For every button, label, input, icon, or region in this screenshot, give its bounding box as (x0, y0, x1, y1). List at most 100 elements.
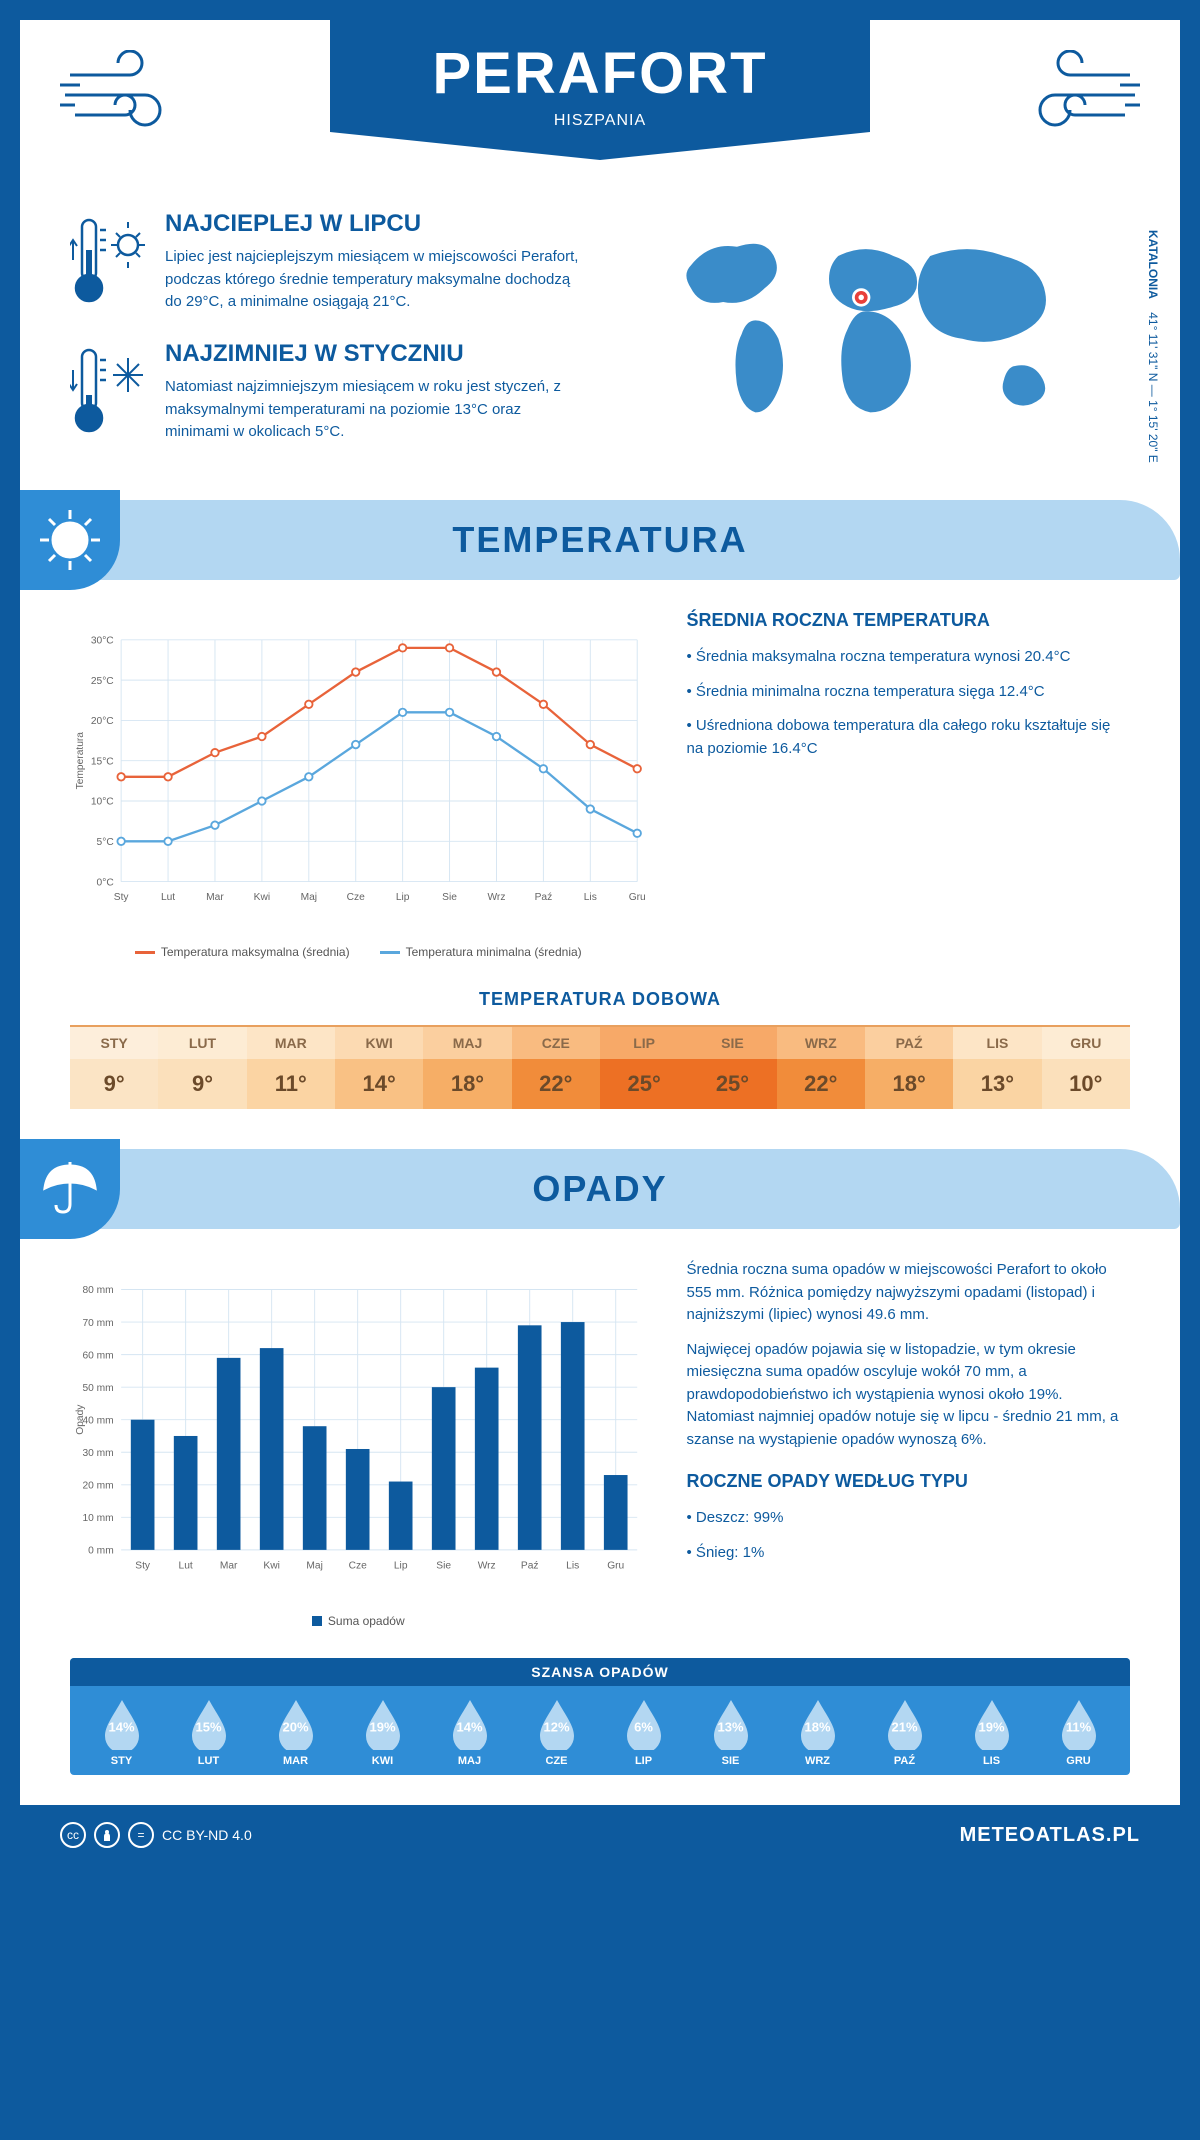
legend-bar-label: Suma opadów (328, 1614, 405, 1628)
chance-value: 20% (282, 1719, 308, 1734)
daily-temp-cell: GRU10° (1042, 1027, 1130, 1109)
daily-temp-title: TEMPERATURA DOBOWA (70, 989, 1130, 1010)
daily-month-label: STY (70, 1027, 158, 1059)
svg-text:20 mm: 20 mm (82, 1481, 113, 1492)
coldest-block: NAJZIMNIEJ W STYCZNIU Natomiast najzimni… (70, 340, 580, 445)
svg-text:Kwi: Kwi (263, 1560, 279, 1571)
svg-text:0 mm: 0 mm (88, 1546, 114, 1557)
precip-type-item: • Deszcz: 99% (687, 1507, 1130, 1530)
raindrop-icon: 14% (101, 1698, 143, 1750)
svg-text:Lip: Lip (396, 892, 410, 903)
raindrop-icon: 11% (1058, 1698, 1100, 1750)
daily-temp-cell: KWI14° (335, 1027, 423, 1109)
svg-text:10°C: 10°C (91, 797, 114, 808)
legend-max-label: Temperatura maksymalna (średnia) (161, 945, 350, 959)
chance-cell: 14%MAJ (426, 1698, 513, 1767)
svg-text:Kwi: Kwi (254, 892, 270, 903)
daily-month-label: SIE (688, 1027, 776, 1059)
raindrop-icon: 19% (971, 1698, 1013, 1750)
chance-month: STY (78, 1755, 165, 1767)
chance-month: SIE (687, 1755, 774, 1767)
raindrop-icon: 14% (449, 1698, 491, 1750)
temp-summary-item: • Średnia maksymalna roczna temperatura … (687, 646, 1130, 669)
raindrop-icon: 18% (797, 1698, 839, 1750)
svg-text:10 mm: 10 mm (82, 1513, 113, 1524)
legend-min-label: Temperatura minimalna (średnia) (406, 945, 582, 959)
chance-cell: 14% STY (78, 1698, 165, 1767)
daily-temp-value: 22° (777, 1059, 865, 1109)
daily-temp-value: 10° (1042, 1059, 1130, 1109)
chance-cell: 11%GRU (1035, 1698, 1122, 1767)
footer: cc = CC BY-ND 4.0 METEOATLAS.PL (20, 1805, 1180, 1865)
svg-text:25°C: 25°C (91, 676, 114, 687)
daily-temp-value: 9° (70, 1059, 158, 1109)
svg-text:Wrz: Wrz (478, 1560, 496, 1571)
daily-temp-cell: MAJ18° (423, 1027, 511, 1109)
daily-temp-cell: LIS13° (953, 1027, 1041, 1109)
svg-text:15°C: 15°C (91, 756, 114, 767)
daily-temp-cell: CZE22° (512, 1027, 600, 1109)
daily-month-label: CZE (512, 1027, 600, 1059)
title-banner: PERAFORT HISZPANIA (330, 20, 870, 160)
svg-text:Lis: Lis (584, 892, 597, 903)
daily-temp-value: 25° (688, 1059, 776, 1109)
chance-month: PAŹ (861, 1755, 948, 1767)
daily-temp-value: 13° (953, 1059, 1041, 1109)
precip-type-list: • Deszcz: 99%• Śnieg: 1% (687, 1507, 1130, 1564)
by-icon (94, 1822, 120, 1848)
daily-temp-value: 22° (512, 1059, 600, 1109)
chance-value: 14% (456, 1719, 482, 1734)
chance-value: 13% (717, 1719, 743, 1734)
svg-text:Sty: Sty (135, 1560, 151, 1571)
site-name: METEOATLAS.PL (960, 1824, 1140, 1847)
coords-value: 41° 11' 31" N — 1° 15' 20" E (1146, 312, 1160, 463)
daily-month-label: MAJ (423, 1027, 511, 1059)
svg-text:Gru: Gru (607, 1560, 624, 1571)
wind-icon-left (60, 50, 190, 145)
cc-icon: cc (60, 1822, 86, 1848)
precipitation-bar-chart: 0 mm10 mm20 mm30 mm40 mm50 mm60 mm70 mm8… (70, 1259, 647, 1599)
coldest-text: Natomiast najzimniejszym miesiącem w rok… (165, 376, 580, 444)
world-map (620, 210, 1130, 440)
temperature-section-header: TEMPERATURA (20, 500, 1180, 580)
chance-cell: 21% PAŹ (861, 1698, 948, 1767)
chance-cell: 20%MAR (252, 1698, 339, 1767)
daily-temp-cell: WRZ22° (777, 1027, 865, 1109)
svg-text:70 mm: 70 mm (82, 1318, 113, 1329)
temperature-title: TEMPERATURA (452, 519, 747, 561)
warmest-title: NAJCIEPLEJ W LIPCU (165, 210, 580, 238)
daily-temp-cell: STY9° (70, 1027, 158, 1109)
chance-cell: 19% KWI (339, 1698, 426, 1767)
svg-text:5°C: 5°C (97, 837, 114, 848)
precipitation-section-header: OPADY (20, 1149, 1180, 1229)
warmest-block: NAJCIEPLEJ W LIPCU Lipiec jest najcieple… (70, 210, 580, 315)
coldest-title: NAJZIMNIEJ W STYCZNIU (165, 340, 580, 368)
svg-text:Lut: Lut (179, 1560, 193, 1571)
chance-value: 11% (1066, 1719, 1091, 1734)
chance-month: KWI (339, 1755, 426, 1767)
svg-text:60 mm: 60 mm (82, 1350, 113, 1361)
daily-temp-value: 18° (423, 1059, 511, 1109)
svg-text:Cze: Cze (349, 1560, 367, 1571)
raindrop-icon: 20% (275, 1698, 317, 1750)
daily-month-label: GRU (1042, 1027, 1130, 1059)
chance-cell: 13% SIE (687, 1698, 774, 1767)
chance-cell: 6%LIP (600, 1698, 687, 1767)
svg-text:Temperatura: Temperatura (75, 732, 86, 790)
daily-month-label: LUT (158, 1027, 246, 1059)
svg-text:Wrz: Wrz (487, 892, 505, 903)
chance-cell: 12%CZE (513, 1698, 600, 1767)
temp-summary-title: ŚREDNIA ROCZNA TEMPERATURA (687, 610, 1130, 631)
daily-temp-value: 25° (600, 1059, 688, 1109)
raindrop-icon: 19% (362, 1698, 404, 1750)
header: PERAFORT HISZPANIA (20, 20, 1180, 180)
svg-text:Sty: Sty (114, 892, 130, 903)
raindrop-icon: 21% (884, 1698, 926, 1750)
sun-icon (20, 490, 120, 590)
daily-month-label: WRZ (777, 1027, 865, 1059)
chance-value: 21% (891, 1719, 917, 1734)
svg-text:Sie: Sie (436, 1560, 451, 1571)
daily-month-label: LIS (953, 1027, 1041, 1059)
wind-icon-right (1010, 50, 1140, 145)
raindrop-icon: 15% (188, 1698, 230, 1750)
